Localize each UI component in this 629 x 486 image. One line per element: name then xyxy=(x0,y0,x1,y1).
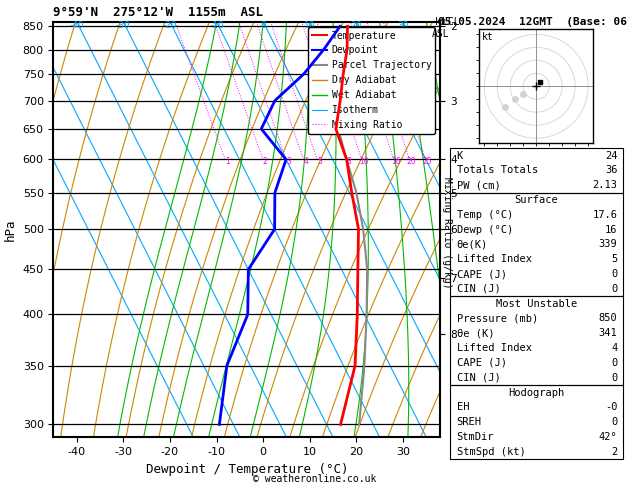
Text: Dewp (°C): Dewp (°C) xyxy=(457,225,513,235)
Text: 339: 339 xyxy=(599,240,618,249)
Text: Pressure (mb): Pressure (mb) xyxy=(457,313,538,324)
Text: EH: EH xyxy=(457,402,469,412)
Text: 0: 0 xyxy=(611,358,618,368)
Text: 16: 16 xyxy=(605,225,618,235)
Text: 2: 2 xyxy=(611,447,618,457)
Text: 5: 5 xyxy=(317,157,322,166)
Text: StmDir: StmDir xyxy=(457,432,494,442)
Text: 341: 341 xyxy=(599,329,618,338)
Text: -30: -30 xyxy=(116,21,131,30)
Text: -40: -40 xyxy=(69,21,84,30)
Text: 2.13: 2.13 xyxy=(593,180,618,190)
Text: Surface: Surface xyxy=(515,195,558,205)
Text: CIN (J): CIN (J) xyxy=(457,373,501,382)
Text: 850: 850 xyxy=(599,313,618,324)
Text: Totals Totals: Totals Totals xyxy=(457,165,538,175)
Text: 0: 0 xyxy=(260,21,266,30)
Text: 8: 8 xyxy=(347,157,352,166)
Text: θe (K): θe (K) xyxy=(457,329,494,338)
Text: 36: 36 xyxy=(605,165,618,175)
Text: 3: 3 xyxy=(286,157,291,166)
Text: 20: 20 xyxy=(351,21,362,30)
Text: CIN (J): CIN (J) xyxy=(457,284,501,294)
Text: -0: -0 xyxy=(605,402,618,412)
Text: Hodograph: Hodograph xyxy=(508,387,564,398)
Text: 25: 25 xyxy=(423,157,432,166)
Bar xyxy=(450,296,623,385)
Text: 42°: 42° xyxy=(599,432,618,442)
Text: Temp (°C): Temp (°C) xyxy=(457,210,513,220)
Text: 0: 0 xyxy=(611,417,618,427)
Bar xyxy=(450,192,623,296)
Text: θe(K): θe(K) xyxy=(457,240,488,249)
Text: Lifted Index: Lifted Index xyxy=(457,343,532,353)
Text: Mixing Ratio (g/kg): Mixing Ratio (g/kg) xyxy=(442,177,452,289)
Text: -20: -20 xyxy=(163,21,177,30)
Text: © weatheronline.co.uk: © weatheronline.co.uk xyxy=(253,473,376,484)
Text: 2: 2 xyxy=(263,157,267,166)
Text: 05.05.2024  12GMT  (Base: 06): 05.05.2024 12GMT (Base: 06) xyxy=(438,17,629,27)
Text: 24: 24 xyxy=(605,151,618,161)
Text: 17.6: 17.6 xyxy=(593,210,618,220)
Text: PW (cm): PW (cm) xyxy=(457,180,501,190)
Text: 0: 0 xyxy=(611,284,618,294)
Bar xyxy=(450,385,623,459)
Bar xyxy=(450,148,623,192)
X-axis label: Dewpoint / Temperature (°C): Dewpoint / Temperature (°C) xyxy=(146,463,348,476)
Text: Lifted Index: Lifted Index xyxy=(457,254,532,264)
Text: 20: 20 xyxy=(406,157,416,166)
Text: CAPE (J): CAPE (J) xyxy=(457,269,506,279)
Legend: Temperature, Dewpoint, Parcel Trajectory, Dry Adiabat, Wet Adiabat, Isotherm, Mi: Temperature, Dewpoint, Parcel Trajectory… xyxy=(308,27,435,134)
Y-axis label: hPa: hPa xyxy=(4,218,17,241)
Text: 4: 4 xyxy=(611,343,618,353)
Text: 1: 1 xyxy=(225,157,230,166)
Text: 9°59'N  275°12'W  1155m  ASL: 9°59'N 275°12'W 1155m ASL xyxy=(53,6,264,19)
Text: 10: 10 xyxy=(359,157,369,166)
Text: 30: 30 xyxy=(398,21,409,30)
Text: StmSpd (kt): StmSpd (kt) xyxy=(457,447,525,457)
Text: CAPE (J): CAPE (J) xyxy=(457,358,506,368)
Text: LCL: LCL xyxy=(442,17,460,27)
Text: 0: 0 xyxy=(611,373,618,382)
Text: 16: 16 xyxy=(391,157,401,166)
Text: 0: 0 xyxy=(611,269,618,279)
Text: -10: -10 xyxy=(209,21,224,30)
Text: Most Unstable: Most Unstable xyxy=(496,299,577,309)
Text: 5: 5 xyxy=(611,254,618,264)
Text: SREH: SREH xyxy=(457,417,482,427)
Text: km
ASL: km ASL xyxy=(431,17,449,38)
Text: K: K xyxy=(457,151,463,161)
Text: 4: 4 xyxy=(303,157,308,166)
Text: kt: kt xyxy=(482,32,494,42)
Text: 10: 10 xyxy=(304,21,316,30)
